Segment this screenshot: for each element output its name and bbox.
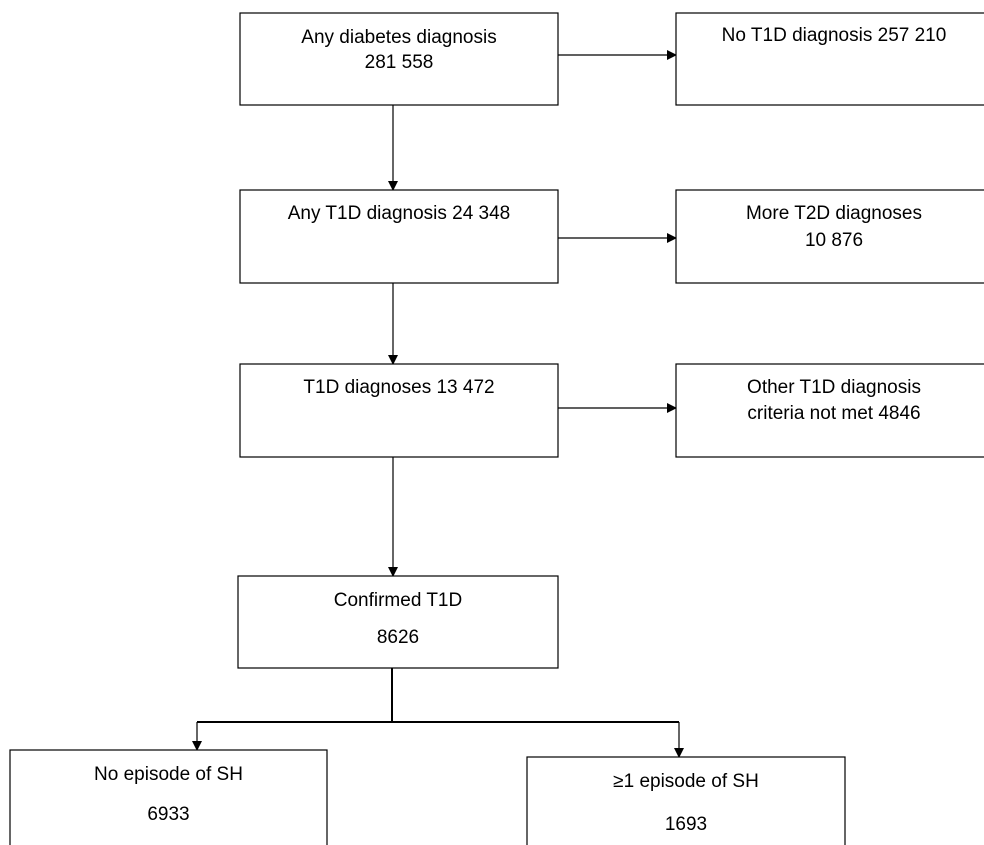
flow-box: [239, 189, 559, 284]
box-label: 6933: [147, 804, 189, 825]
flow-box: [237, 575, 559, 669]
flow-box: [239, 363, 559, 458]
box-label: criteria not met 4846: [747, 403, 920, 424]
flow-box: [9, 749, 328, 845]
flow-box: [239, 12, 559, 106]
flow-box: [675, 363, 984, 458]
box-label: 10 876: [805, 230, 863, 251]
flow-box: [526, 756, 846, 845]
box-label: No episode of SH: [94, 764, 243, 785]
box-label: Other T1D diagnosis: [747, 377, 921, 398]
flow-box: [675, 12, 984, 106]
box-label: 1693: [665, 814, 707, 835]
box-label: No T1D diagnosis 257 210: [722, 25, 947, 46]
flow-box: [675, 189, 984, 284]
box-label: Confirmed T1D: [334, 590, 462, 611]
box-label: 8626: [377, 627, 419, 648]
box-label: ≥1 episode of SH: [613, 771, 759, 792]
box-label: Any T1D diagnosis 24 348: [288, 203, 511, 224]
box-label: 281 558: [365, 52, 434, 73]
box-label: Any diabetes diagnosis: [301, 27, 496, 48]
box-label: T1D diagnoses 13 472: [303, 377, 494, 398]
box-label: More T2D diagnoses: [746, 203, 922, 224]
